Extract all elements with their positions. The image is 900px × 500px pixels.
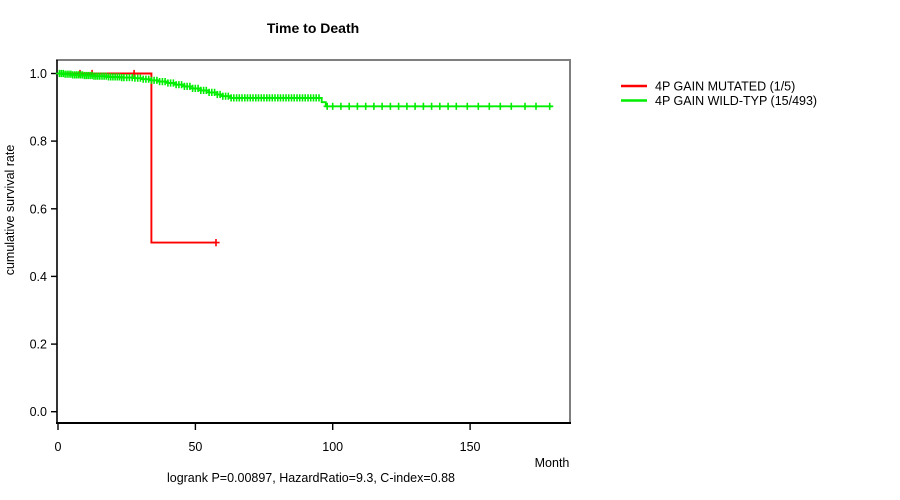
y-tick-label: 0.4 bbox=[30, 270, 47, 284]
x-tick-label: 150 bbox=[460, 440, 481, 454]
censor-marks-mutated bbox=[76, 69, 220, 247]
y-tick-label: 0.6 bbox=[30, 202, 47, 216]
x-axis-title: Month bbox=[535, 456, 570, 470]
legend: 4P GAIN MUTATED (1/5) 4P GAIN WILD-TYP (… bbox=[621, 80, 817, 108]
curves-layer bbox=[55, 69, 554, 247]
x-tick-label: 100 bbox=[322, 440, 343, 454]
y-tick-label: 0.8 bbox=[30, 135, 47, 149]
legend-label-mutated: 4P GAIN MUTATED (1/5) bbox=[655, 80, 795, 94]
y-tick-label: 0.2 bbox=[30, 338, 47, 352]
survival-curve-mutated bbox=[58, 72, 216, 244]
plot-box bbox=[56, 59, 571, 424]
x-tick-label: 50 bbox=[188, 440, 202, 454]
censor-marks-wild-typ bbox=[55, 69, 554, 110]
legend-label-wild-typ: 4P GAIN WILD-TYP (15/493) bbox=[655, 94, 817, 108]
plot-title: Time to Death bbox=[267, 20, 359, 36]
y-axis: 1.0 0.8 0.6 0.4 0.2 0.0 cumulative survi… bbox=[3, 67, 57, 419]
y-axis-title: cumulative survival rate bbox=[3, 145, 17, 276]
stats-annotation: logrank P=0.00897, HazardRatio=9.3, C-in… bbox=[167, 471, 455, 485]
y-tick-label: 1.0 bbox=[30, 67, 47, 81]
y-tick-label: 0.0 bbox=[30, 405, 47, 419]
x-axis: 0 50 100 150 Month bbox=[55, 423, 570, 470]
x-tick-label: 0 bbox=[55, 440, 62, 454]
